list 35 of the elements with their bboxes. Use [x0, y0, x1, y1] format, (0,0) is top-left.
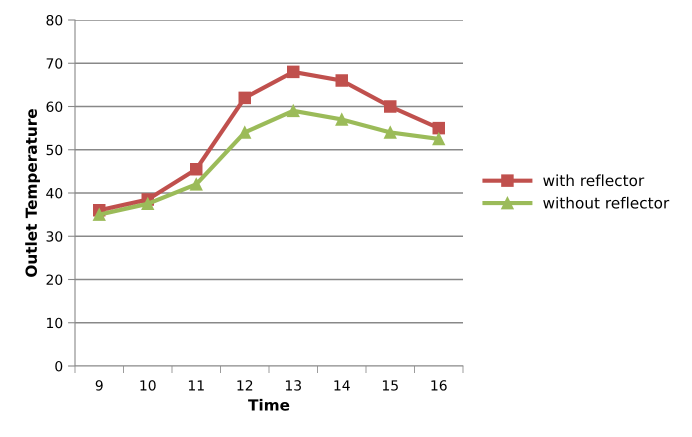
point	[384, 100, 396, 113]
y-tick-label: 80	[46, 14, 62, 26]
y-tick-label: 50	[46, 144, 62, 156]
point	[432, 132, 445, 146]
y-tick-label: 70	[46, 58, 62, 69]
y-tick-label: 0	[55, 360, 62, 372]
x-tick-label: 15	[382, 380, 398, 391]
y-tick-label: 10	[47, 318, 62, 328]
point	[190, 162, 202, 176]
point	[432, 122, 445, 134]
point	[336, 74, 348, 87]
point	[93, 208, 106, 221]
x-tick-label: 13	[286, 380, 301, 391]
point	[336, 113, 348, 126]
point	[287, 66, 300, 78]
y-tick-label: 20	[46, 274, 62, 285]
legend-label: with reflector	[543, 174, 644, 186]
point	[238, 92, 251, 104]
point	[238, 126, 251, 139]
x-tick-label: 16	[431, 380, 447, 391]
point	[287, 104, 300, 118]
point	[142, 198, 154, 210]
x-tick-label: 12	[237, 380, 252, 390]
point	[190, 178, 202, 191]
y-tick-label: 60	[46, 101, 62, 112]
y-tick-label: 40	[46, 188, 62, 198]
x-tick-label: 11	[188, 380, 204, 390]
x-axis-title: Time	[248, 398, 290, 411]
x-tick-label: 9	[96, 380, 103, 391]
legend-label: without reflector	[543, 196, 670, 209]
x-tick-label: 10	[140, 380, 156, 391]
y-tick-label: 30	[46, 231, 62, 242]
point	[384, 126, 396, 139]
y-axis-title: Outlet Temperature	[25, 109, 40, 277]
x-tick-label: 14	[334, 380, 350, 390]
